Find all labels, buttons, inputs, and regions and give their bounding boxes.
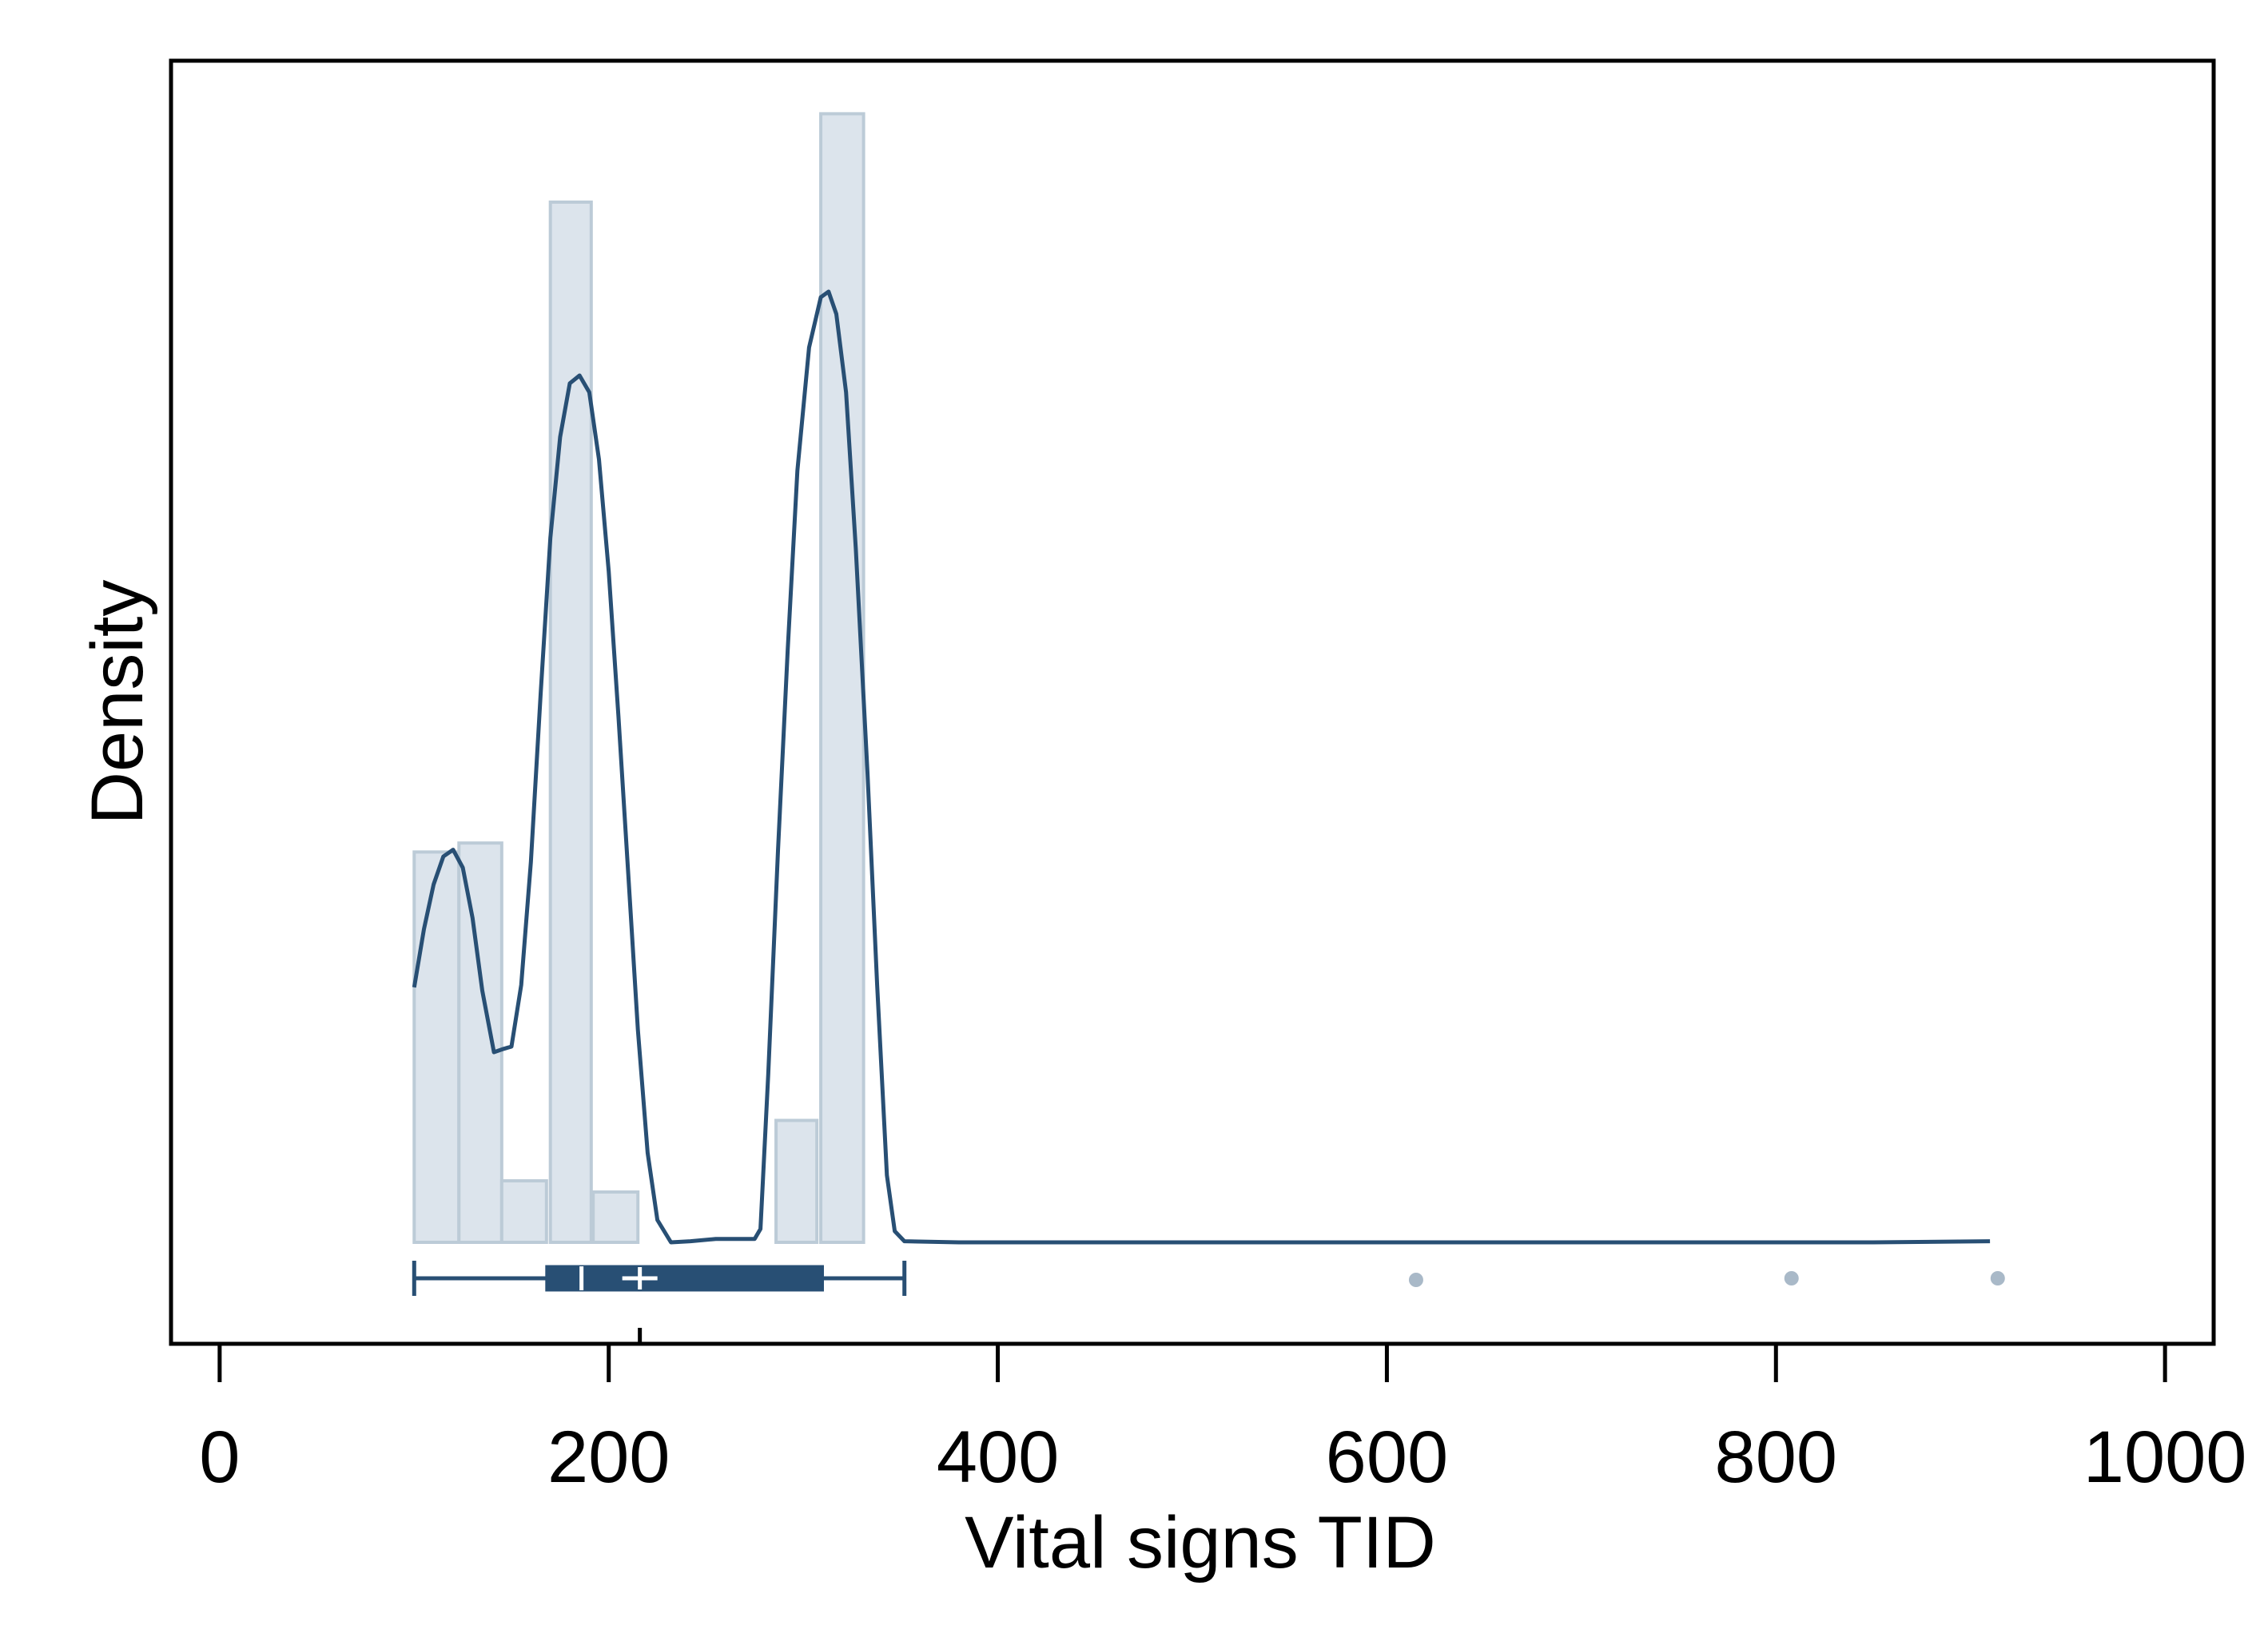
x-tick-label-400: 400 bbox=[937, 1417, 1060, 1498]
plot-frame bbox=[169, 58, 2216, 1346]
y-axis-label: Density bbox=[77, 580, 158, 825]
histogram-bar-4 bbox=[548, 201, 593, 1244]
box-iqr bbox=[545, 1265, 824, 1292]
x-tick-label-1000: 1000 bbox=[2083, 1417, 2247, 1498]
histogram-bins bbox=[412, 112, 865, 1245]
density-curve bbox=[412, 289, 1991, 1245]
x-tick-label-600: 600 bbox=[1326, 1417, 1449, 1498]
x-tick-label-0: 0 bbox=[199, 1417, 240, 1498]
outlier-point-2 bbox=[1784, 1271, 1799, 1285]
boxplot bbox=[412, 1261, 2005, 1296]
x-tick-label-800: 800 bbox=[1715, 1417, 1838, 1498]
x-axis: 0 200 400 600 800 1000 bbox=[199, 1328, 2246, 1498]
outlier-point-1 bbox=[1408, 1273, 1423, 1287]
histogram-bar-1 bbox=[412, 850, 461, 1245]
histogram-bar-5 bbox=[591, 1190, 640, 1244]
histogram-bar-3 bbox=[499, 1179, 548, 1244]
x-tick-label-200: 200 bbox=[547, 1417, 670, 1498]
histogram-bar-2 bbox=[457, 841, 503, 1244]
histogram-bar-6 bbox=[774, 1119, 819, 1245]
x-axis-label: Vital signs TID bbox=[965, 1502, 1436, 1583]
outlier-point-3 bbox=[1990, 1271, 2005, 1285]
histogram-bar-7 bbox=[819, 112, 865, 1244]
